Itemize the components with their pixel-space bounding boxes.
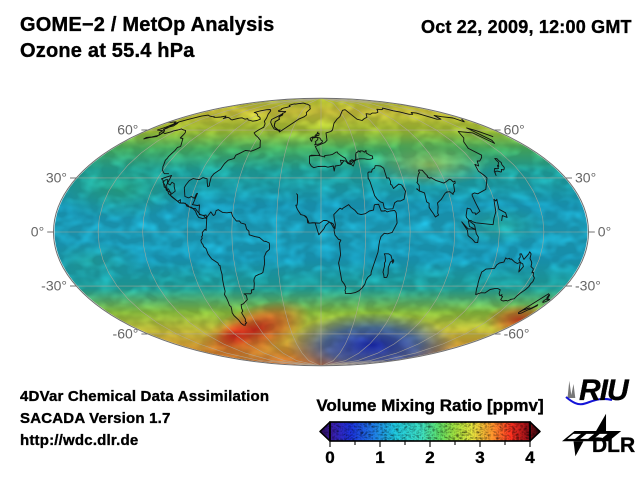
svg-text:0°: 0°: [598, 224, 611, 240]
svg-text:-60°: -60°: [113, 326, 139, 342]
svg-text:3: 3: [475, 448, 484, 467]
svg-text:1: 1: [375, 448, 384, 467]
svg-text:-30°: -30°: [41, 278, 67, 294]
svg-text:2: 2: [425, 448, 434, 467]
svg-text:RIU: RIU: [579, 374, 630, 407]
svg-text:4: 4: [525, 448, 535, 467]
svg-text:30°: 30°: [575, 170, 596, 186]
svg-text:60°: 60°: [117, 122, 138, 138]
svg-text:DLR: DLR: [592, 434, 635, 457]
svg-text:Volume Mixing Ratio [ppmv]: Volume Mixing Ratio [ppmv]: [316, 396, 543, 415]
svg-text:-60°: -60°: [504, 326, 530, 342]
svg-text:0: 0: [325, 448, 334, 467]
svg-text:30°: 30°: [46, 170, 67, 186]
svg-text:-30°: -30°: [575, 278, 601, 294]
svg-text:0°: 0°: [31, 224, 44, 240]
svg-text:60°: 60°: [504, 122, 525, 138]
